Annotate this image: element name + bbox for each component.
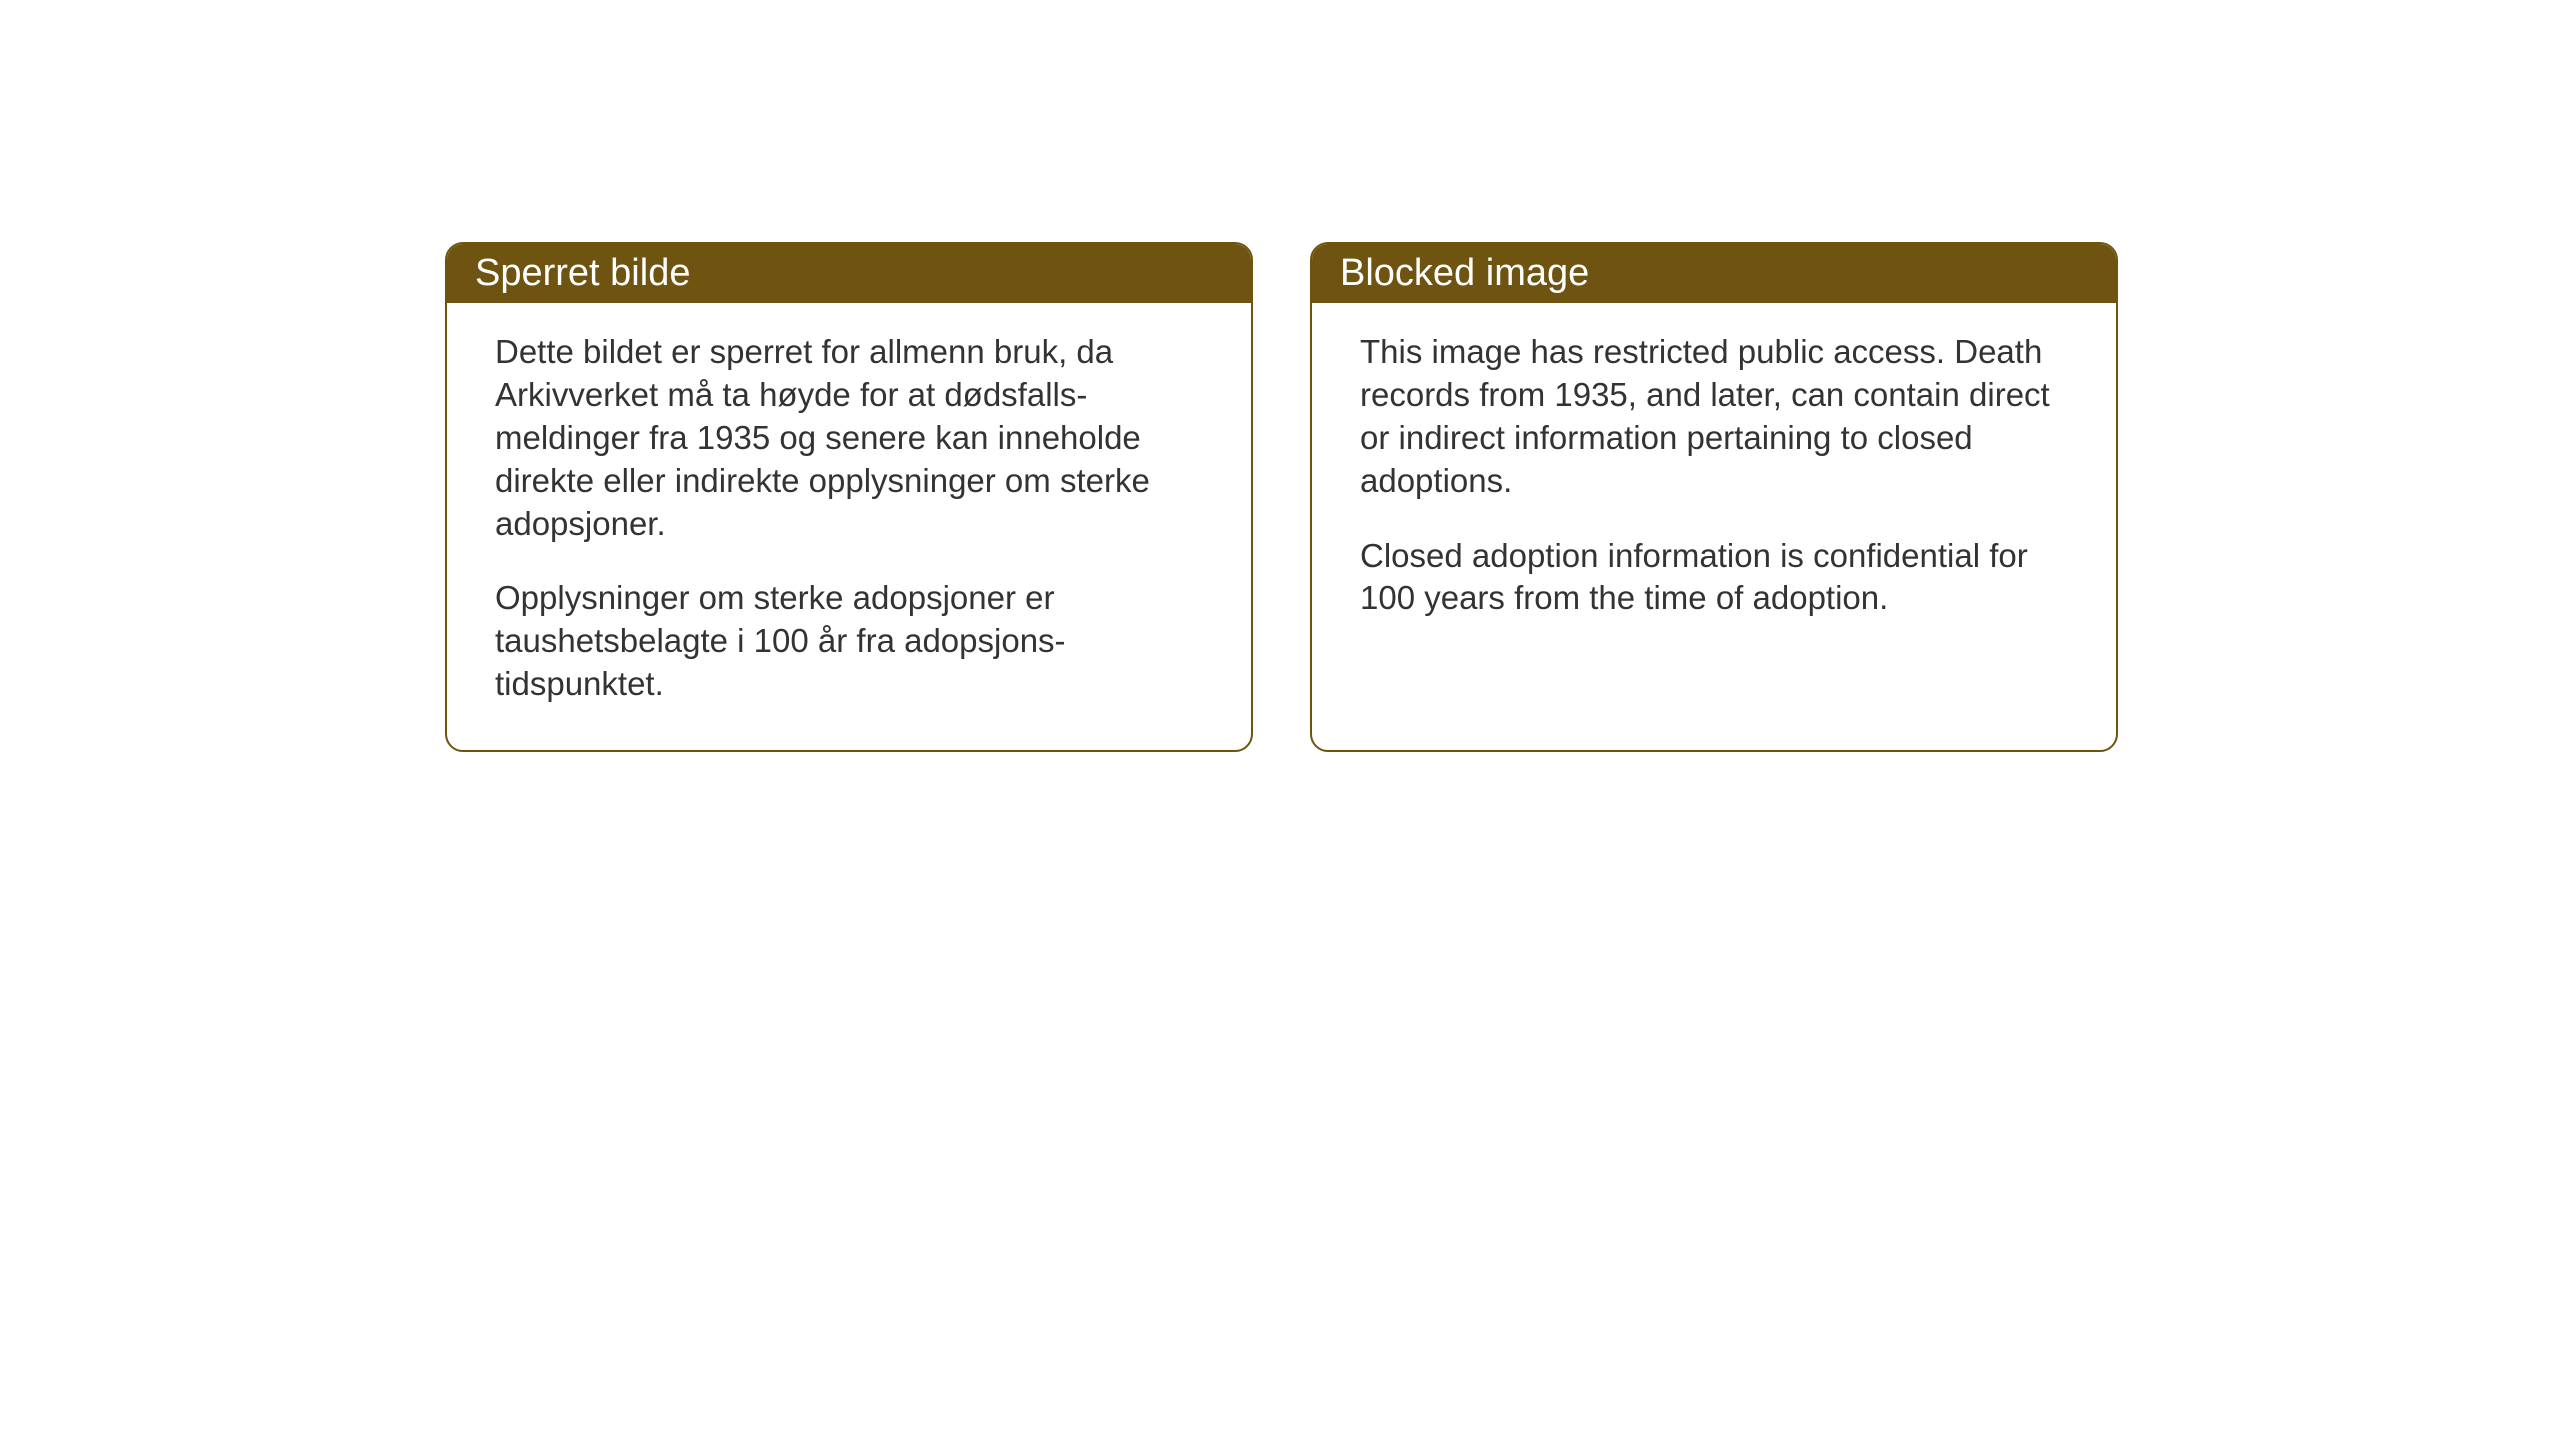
notice-paragraph-2-english: Closed adoption information is confident… [1360, 535, 2068, 621]
notice-paragraph-1-english: This image has restricted public access.… [1360, 331, 2068, 503]
notice-box-norwegian: Sperret bilde Dette bildet er sperret fo… [445, 242, 1253, 752]
notice-paragraph-2-norwegian: Opplysninger om sterke adopsjoner er tau… [495, 577, 1203, 706]
notice-header-norwegian: Sperret bilde [447, 244, 1251, 303]
notice-body-norwegian: Dette bildet er sperret for allmenn bruk… [447, 303, 1251, 746]
notice-container: Sperret bilde Dette bildet er sperret fo… [445, 242, 2118, 752]
notice-box-english: Blocked image This image has restricted … [1310, 242, 2118, 752]
notice-body-english: This image has restricted public access.… [1312, 303, 2116, 660]
notice-header-english: Blocked image [1312, 244, 2116, 303]
notice-paragraph-1-norwegian: Dette bildet er sperret for allmenn bruk… [495, 331, 1203, 545]
